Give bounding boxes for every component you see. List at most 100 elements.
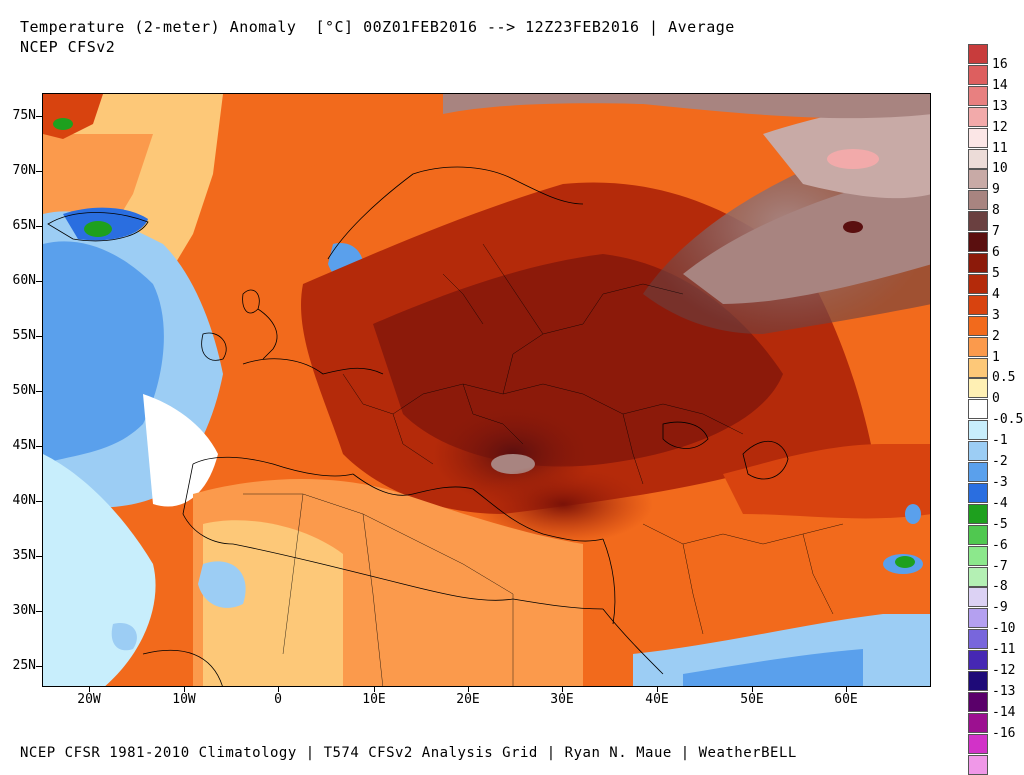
lon-tick [468,687,469,692]
lon-tick [278,687,279,692]
colorbar-swatch [968,733,988,754]
lat-tick [36,281,42,282]
lat-label-40n: 40N [12,493,36,508]
lon-label-60e: 60E [834,692,858,707]
colorbar-swatch [968,106,988,127]
colorbar-label: 11 [992,140,1008,156]
colorbar-swatch [968,691,988,712]
colorbar-swatch [968,441,988,462]
anomaly-map-graphic [43,94,930,686]
footer-credit: NCEP CFSR 1981-2010 Climatology | T574 C… [20,745,797,761]
colorbar-label: -5 [992,516,1008,532]
colorbar-swatch [968,482,988,503]
colorbar-swatch [968,232,988,253]
colorbar-swatch [968,148,988,169]
colorbar-swatch [968,712,988,733]
colorbar-swatch [968,85,988,106]
colorbar-label: 5 [992,265,1000,281]
lon-label-10e: 10E [362,692,386,707]
colorbar-label: -3 [992,474,1008,490]
lon-label-40e: 40E [645,692,669,707]
colorbar-label: 2 [992,328,1000,344]
lat-tick [36,171,42,172]
lat-label-60n: 60N [12,273,36,288]
lat-label-25n: 25N [12,658,36,673]
colorbar-label: 0.5 [992,370,1016,386]
colorbar-label: -14 [992,704,1016,720]
colorbar-swatch [968,190,988,211]
colorbar-label: -12 [992,663,1016,678]
lon-label-50e: 50E [740,692,764,707]
lat-label-75n: 75N [12,108,36,123]
colorbar-swatch [968,754,988,775]
lon-tick [89,687,90,692]
colorbar-swatch [968,273,988,294]
colorbar-swatch [968,608,988,629]
colorbar-swatch [968,211,988,232]
colorbar-swatch [968,64,988,85]
colorbar-label: 4 [992,286,1000,302]
colorbar-swatch [968,127,988,148]
lon-tick [184,687,185,692]
colorbar-label: 13 [992,98,1008,114]
colorbar-swatch [968,253,988,273]
colorbar-swatch [968,357,988,378]
colorbar-label: -6 [992,537,1008,553]
colorbar-swatch [968,462,988,482]
colorbar-label: 16 [992,56,1008,72]
colorbar-swatch [968,336,988,357]
colorbar-swatch [968,566,988,587]
lat-label-70n: 70N [12,163,36,178]
colorbar-swatch [968,399,988,420]
lon-tick [562,687,563,692]
lon-tick [846,687,847,692]
colorbar-label: -9 [992,600,1008,616]
colorbar-swatch [968,420,988,441]
colorbar-label: -1 [992,433,1008,449]
lat-label-55n: 55N [12,328,36,343]
colorbar-label: 6 [992,245,1000,260]
lon-label-10w: 10W [172,692,196,707]
colorbar-label: 0 [992,391,1000,407]
colorbar-label: -2 [992,454,1008,469]
lat-tick [36,226,42,227]
colorbar-label: -0.5 [992,412,1024,428]
lat-tick [36,501,42,502]
lat-tick [36,446,42,447]
lat-tick [36,116,42,117]
colorbar-swatch [968,587,988,608]
lat-tick [36,611,42,612]
chart-subtitle: NCEP CFSv2 [20,38,116,56]
lat-tick [36,666,42,667]
colorbar-label: 8 [992,203,1000,219]
colorbar-swatch [968,650,988,671]
colorbar-label: 12 [992,119,1008,135]
colorbar-label: -11 [992,642,1016,658]
lon-tick [657,687,658,692]
colorbar-label: 7 [992,224,1000,240]
lat-tick [36,556,42,557]
colorbar-swatch [968,545,988,566]
lat-label-35n: 35N [12,548,36,563]
lon-tick [752,687,753,692]
lat-tick [36,391,42,392]
colorbar-label: -7 [992,558,1008,574]
colorbar-swatch [968,671,988,691]
lon-label-20w: 20W [77,692,101,707]
colorbar-label: 1 [992,349,1000,365]
colorbar-swatch [968,294,988,315]
colorbar-label: -8 [992,579,1008,595]
colorbar-label: 3 [992,307,1000,323]
colorbar-swatch [968,169,988,190]
lat-label-45n: 45N [12,438,36,453]
lon-tick [374,687,375,692]
anomaly-map [42,93,931,687]
lon-label-30e: 30E [550,692,574,707]
colorbar-swatch [968,503,988,524]
colorbar-swatch [968,315,988,336]
lon-label-0: 0 [274,692,282,707]
colorbar-label: -16 [992,725,1016,741]
colorbar-swatch [968,44,988,64]
colorbar-label: 10 [992,161,1008,177]
colorbar-swatch [968,629,988,650]
